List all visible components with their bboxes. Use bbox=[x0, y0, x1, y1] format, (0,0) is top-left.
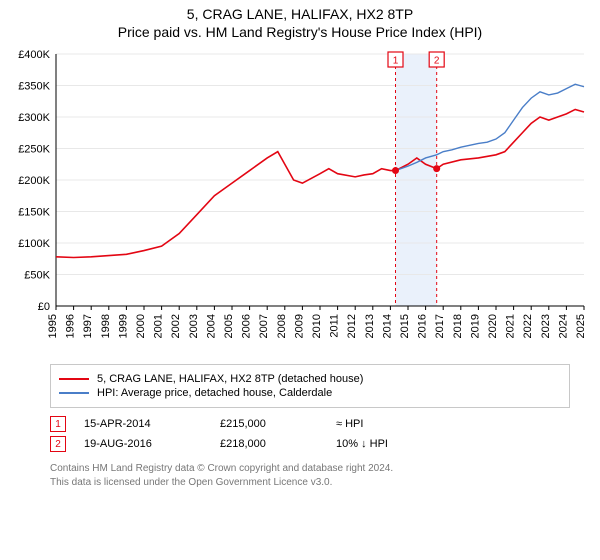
svg-text:2010: 2010 bbox=[311, 314, 323, 338]
svg-text:2003: 2003 bbox=[188, 314, 200, 338]
chart-title-address: 5, CRAG LANE, HALIFAX, HX2 8TP bbox=[0, 6, 600, 22]
svg-text:2004: 2004 bbox=[205, 314, 217, 338]
price-chart-svg: £0 £50K £100K £150K £200K £250K £300K £350K £400… bbox=[10, 48, 590, 358]
sale-note: 10% ↓ HPI bbox=[336, 438, 570, 450]
footer-line: Contains HM Land Registry data © Crown c… bbox=[50, 462, 570, 476]
svg-text:1995: 1995 bbox=[47, 314, 59, 338]
legend-label: HPI: Average price, detached house, Cald… bbox=[97, 387, 332, 399]
svg-text:2023: 2023 bbox=[540, 314, 552, 338]
svg-text:2014: 2014 bbox=[381, 314, 393, 338]
svg-text:£400K: £400K bbox=[18, 49, 50, 61]
svg-text:2007: 2007 bbox=[258, 314, 270, 338]
svg-text:1998: 1998 bbox=[100, 314, 112, 338]
chart-subtitle: Price paid vs. HM Land Registry's House … bbox=[0, 24, 600, 40]
legend-item: HPI: Average price, detached house, Cald… bbox=[59, 387, 561, 399]
svg-text:2013: 2013 bbox=[364, 314, 376, 338]
svg-text:1: 1 bbox=[393, 55, 399, 66]
svg-text:2018: 2018 bbox=[452, 314, 464, 338]
sale-price: £215,000 bbox=[220, 418, 330, 430]
svg-text:2025: 2025 bbox=[575, 314, 587, 338]
svg-text:2012: 2012 bbox=[346, 314, 358, 338]
legend-item: 5, CRAG LANE, HALIFAX, HX2 8TP (detached… bbox=[59, 373, 561, 385]
svg-text:2005: 2005 bbox=[223, 314, 235, 338]
sale-marker-icon: 1 bbox=[50, 416, 66, 432]
svg-text:2001: 2001 bbox=[153, 314, 165, 338]
svg-text:£350K: £350K bbox=[18, 81, 50, 93]
svg-text:2008: 2008 bbox=[276, 314, 288, 338]
svg-text:£100K: £100K bbox=[18, 238, 50, 250]
svg-text:2019: 2019 bbox=[469, 314, 481, 338]
svg-text:1996: 1996 bbox=[65, 314, 77, 338]
svg-text:1999: 1999 bbox=[117, 314, 129, 338]
sale-note: ≈ HPI bbox=[336, 418, 570, 430]
svg-text:2006: 2006 bbox=[241, 314, 253, 338]
svg-text:2009: 2009 bbox=[293, 314, 305, 338]
sale-price: £218,000 bbox=[220, 438, 330, 450]
chart-area: £0 £50K £100K £150K £200K £250K £300K £350K £400… bbox=[10, 48, 590, 358]
legend-swatch bbox=[59, 392, 89, 394]
svg-text:2020: 2020 bbox=[487, 314, 499, 338]
svg-text:2000: 2000 bbox=[135, 314, 147, 338]
sale-marker-icon: 2 bbox=[50, 436, 66, 452]
svg-text:2: 2 bbox=[434, 55, 440, 66]
svg-text:2024: 2024 bbox=[557, 314, 569, 338]
svg-text:£250K: £250K bbox=[18, 144, 50, 156]
svg-text:£200K: £200K bbox=[18, 175, 50, 187]
svg-text:£150K: £150K bbox=[18, 207, 50, 219]
sale-row: 1 15-APR-2014 £215,000 ≈ HPI bbox=[50, 416, 570, 432]
svg-text:2021: 2021 bbox=[505, 314, 517, 338]
sale-row: 2 19-AUG-2016 £218,000 10% ↓ HPI bbox=[50, 436, 570, 452]
footer-line: This data is licensed under the Open Gov… bbox=[50, 476, 570, 490]
legend-label: 5, CRAG LANE, HALIFAX, HX2 8TP (detached… bbox=[97, 373, 363, 385]
svg-text:2016: 2016 bbox=[417, 314, 429, 338]
svg-text:2002: 2002 bbox=[170, 314, 182, 338]
sale-date: 19-AUG-2016 bbox=[84, 438, 214, 450]
svg-text:£300K: £300K bbox=[18, 112, 50, 124]
chart-title-block: 5, CRAG LANE, HALIFAX, HX2 8TP Price pai… bbox=[0, 0, 600, 42]
legend-swatch bbox=[59, 378, 89, 380]
sales-table: 1 15-APR-2014 £215,000 ≈ HPI 2 19-AUG-20… bbox=[50, 416, 570, 452]
sale-date: 15-APR-2014 bbox=[84, 418, 214, 430]
svg-text:£50K: £50K bbox=[24, 270, 50, 282]
svg-text:1997: 1997 bbox=[82, 314, 94, 338]
svg-text:2015: 2015 bbox=[399, 314, 411, 338]
svg-text:£0: £0 bbox=[38, 301, 50, 313]
svg-text:2022: 2022 bbox=[522, 314, 534, 338]
svg-text:2011: 2011 bbox=[329, 314, 341, 338]
svg-text:2017: 2017 bbox=[434, 314, 446, 338]
chart-legend: 5, CRAG LANE, HALIFAX, HX2 8TP (detached… bbox=[50, 364, 570, 408]
footer-attribution: Contains HM Land Registry data © Crown c… bbox=[50, 462, 570, 489]
